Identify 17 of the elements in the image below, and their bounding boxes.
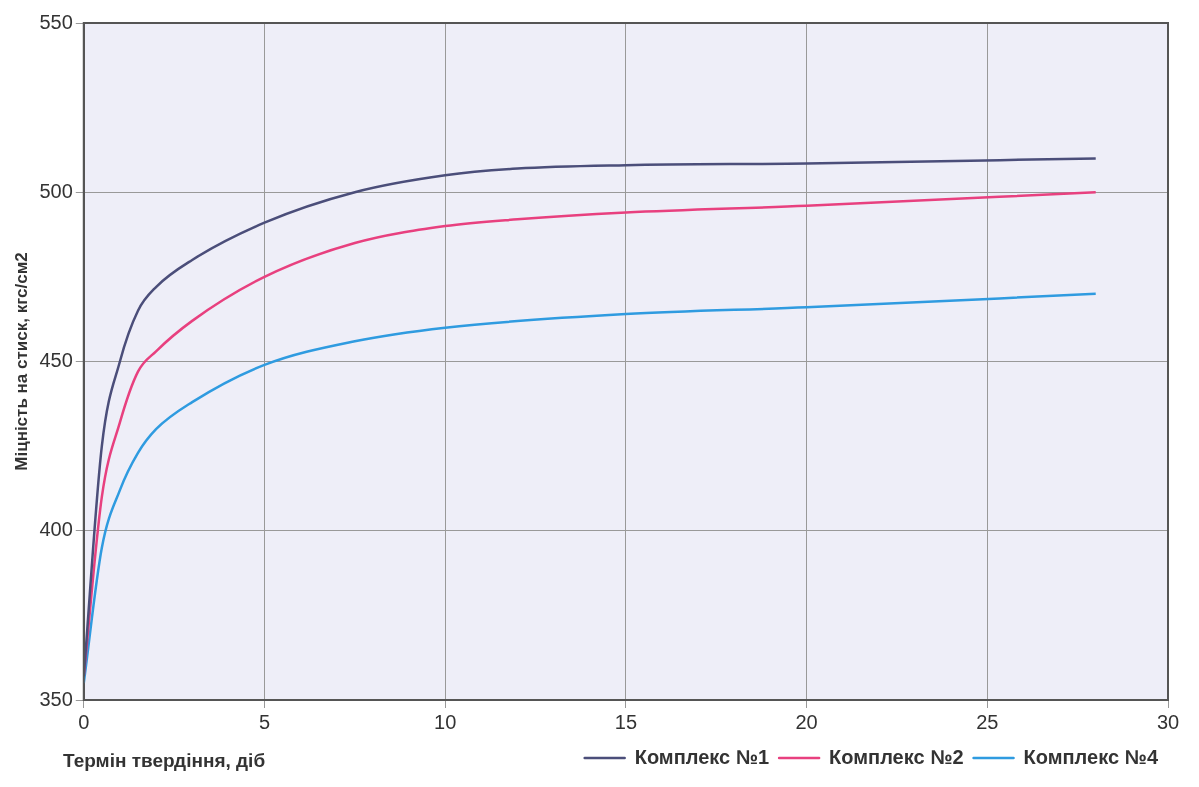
y-tick-label: 550: [39, 10, 73, 33]
x-tick-label: 10: [434, 710, 457, 733]
x-axis-title: Термін твердіння, діб: [63, 750, 266, 772]
x-tick-label: 25: [976, 710, 999, 733]
y-tick-label: 450: [39, 349, 73, 372]
legend-label: Комплекс №1: [634, 745, 770, 768]
x-tick-label: 30: [1156, 710, 1180, 733]
x-tick-label: 15: [614, 710, 638, 733]
y-tick-label: 350: [39, 687, 73, 710]
x-tick-label: 0: [78, 710, 90, 733]
legend-label: Комплекс №4: [1023, 745, 1159, 768]
legend-label: Комплекс №2: [829, 745, 964, 768]
y-axis-title: Міцність на стиск, кгс/см2: [11, 252, 31, 471]
y-tick-label: 400: [39, 518, 73, 541]
x-tick-label: 5: [258, 710, 271, 733]
x-tick-label: 20: [795, 710, 818, 733]
y-tick-label: 500: [39, 179, 73, 202]
